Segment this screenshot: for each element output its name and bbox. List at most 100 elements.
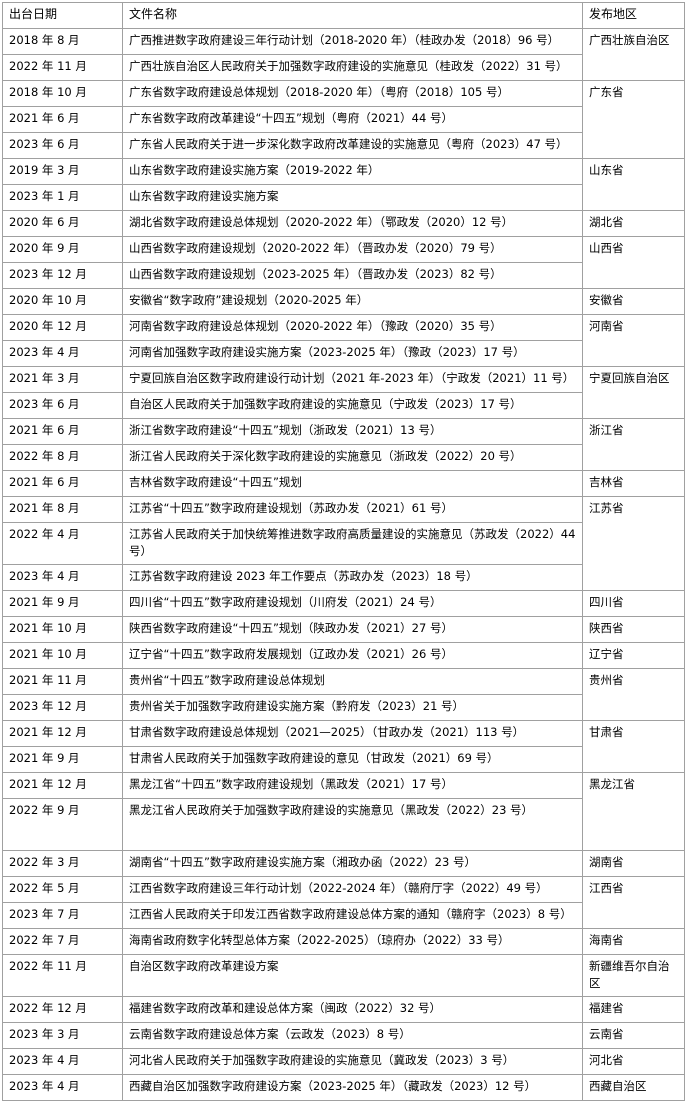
table-row: 2021 年 8 月江苏省“十四五”数字政府建设规划（苏政办发（2021）61 …	[2, 496, 685, 591]
date-cell: 2021 年 6 月	[2, 418, 123, 445]
title-cell: 甘肃省人民政府关于加强数字政府建设的意见（甘政发（2021）69 号）	[122, 746, 583, 773]
date-cell: 2022 年 7 月	[2, 928, 123, 955]
region-cell: 新疆维吾尔自治区	[582, 954, 685, 997]
table-row: 2021 年 3 月宁夏回族自治区数字政府建设行动计划（2021 年-2023 …	[2, 366, 685, 419]
date-cell: 2023 年 4 月	[2, 564, 123, 591]
date-cell: 2022 年 4 月	[2, 522, 123, 565]
table-row: 2022 年 9 月黑龙江省人民政府关于加强数字政府建设的实施意见（黑政发（20…	[2, 798, 685, 851]
title-cell: 辽宁省“十四五”数字政府发展规划（辽政办发（2021）26 号）	[122, 642, 583, 669]
title-cell: 黑龙江省人民政府关于加强数字政府建设的实施意见（黑政发（2022）23 号）	[122, 798, 583, 851]
date-cell: 2021 年 12 月	[2, 720, 123, 747]
table-row: 2021 年 9 月甘肃省人民政府关于加强数字政府建设的意见（甘政发（2021）…	[2, 746, 685, 773]
date-cell: 2018 年 8 月	[2, 28, 123, 55]
date-cell: 2021 年 6 月	[2, 470, 123, 497]
region-cell: 西藏自治区	[582, 1074, 685, 1101]
region-cell: 吉林省	[582, 470, 685, 497]
date-cell: 2020 年 10 月	[2, 288, 123, 315]
region-cell: 河北省	[582, 1048, 685, 1075]
title-cell: 黑龙江省“十四五”数字政府建设规划（黑政发（2021）17 号）	[122, 772, 583, 799]
table-row: 2021 年 10 月陕西省数字政府建设“十四五”规划（陕政办发（2021）27…	[2, 616, 685, 643]
table-row: 2021 年 6 月吉林省数字政府建设“十四五”规划 吉林省	[2, 470, 685, 497]
region-cell: 云南省	[582, 1022, 685, 1049]
title-cell: 广西推进数字政府建设三年行动计划（2018-2020 年）（桂政办发（2018）…	[122, 28, 583, 55]
table-row: 2023 年 4 月河北省人民政府关于加强数字政府建设的实施意见（冀政发（202…	[2, 1048, 685, 1075]
table-row: 2023 年 1 月山东省数字政府建设实施方案	[2, 184, 685, 211]
region-cell: 海南省	[582, 928, 685, 955]
table-row: 2021 年 12 月黑龙江省“十四五”数字政府建设规划（黑政发（2021）17…	[2, 772, 685, 851]
date-cell: 2021 年 11 月	[2, 668, 123, 695]
table-row: 2023 年 4 月江苏省数字政府建设 2023 年工作要点（苏政办发（2023…	[2, 564, 685, 591]
date-cell: 2021 年 10 月	[2, 642, 123, 669]
date-cell: 2022 年 5 月	[2, 876, 123, 903]
date-cell: 2023 年 4 月	[2, 1048, 123, 1075]
date-cell: 2019 年 3 月	[2, 158, 123, 185]
table-row: 2021 年 6 月广东省数字政府改革建设“十四五”规划（粤府（2021）44 …	[2, 106, 685, 133]
date-cell: 2023 年 4 月	[2, 1074, 123, 1101]
region-cell: 宁夏回族自治区	[582, 366, 685, 419]
title-cell: 安徽省“数字政府”建设规划（2020-2025 年）	[122, 288, 583, 315]
title-cell: 山东省数字政府建设实施方案（2019-2022 年）	[122, 158, 583, 185]
table-row: 2021 年 11 月贵州省“十四五”数字政府建设总体规划 贵州省	[2, 668, 685, 721]
title-cell: 江苏省人民政府关于加快统筹推进数字政府高质量建设的实施意见（苏政发（2022）4…	[122, 522, 583, 565]
title-cell: 湖北省数字政府建设总体规划（2020-2022 年）（鄂政发（2020）12 号…	[122, 210, 583, 237]
title-cell: 四川省“十四五”数字政府建设规划（川府发（2021）24 号）	[122, 590, 583, 617]
date-cell: 2022 年 11 月	[2, 954, 123, 997]
table-row: 2023 年 4 月河南省加强数字政府建设实施方案（2023-2025 年）（豫…	[2, 340, 685, 367]
table-row: 2019 年 3 月山东省数字政府建设实施方案（2019-2022 年） 山东省	[2, 158, 685, 211]
table-row: 2021 年 10 月辽宁省“十四五”数字政府发展规划（辽政办发（2021）26…	[2, 642, 685, 669]
table-row: 2022 年 3 月湖南省“十四五”数字政府建设实施方案（湘政办函（2022）2…	[2, 850, 685, 877]
table-row: 2022 年 11 月自治区数字政府改革建设方案 新疆维吾尔自治区	[2, 954, 685, 997]
title-cell: 贵州省“十四五”数字政府建设总体规划	[122, 668, 583, 695]
table-row: 2020 年 12 月河南省数字政府建设总体规划（2020-2022 年）（豫政…	[2, 314, 685, 367]
date-cell: 2023 年 6 月	[2, 132, 123, 159]
region-cell: 安徽省	[582, 288, 685, 315]
date-cell: 2023 年 12 月	[2, 694, 123, 721]
title-cell: 河南省加强数字政府建设实施方案（2023-2025 年）（豫政（2023）17 …	[122, 340, 583, 367]
table-row: 2021 年 6 月浙江省数字政府建设“十四五”规划（浙政发（2021）13 号…	[2, 418, 685, 471]
date-cell: 2018 年 10 月	[2, 80, 123, 107]
region-cell: 江西省	[582, 876, 685, 929]
region-cell: 河南省	[582, 314, 685, 367]
table-row: 2022 年 8 月浙江省人民政府关于深化数字政府建设的实施意见（浙政发（202…	[2, 444, 685, 471]
title-cell: 湖南省“十四五”数字政府建设实施方案（湘政办函（2022）23 号）	[122, 850, 583, 877]
title-cell: 西藏自治区加强数字政府建设方案（2023-2025 年）（藏政发（2023）12…	[122, 1074, 583, 1101]
table-row: 2023 年 12 月贵州省关于加强数字政府建设实施方案（黔府发（2023）21…	[2, 694, 685, 721]
date-cell: 2021 年 10 月	[2, 616, 123, 643]
table-row: 2018 年 8 月广西推进数字政府建设三年行动计划（2018-2020 年）（…	[2, 28, 685, 81]
title-cell: 自治区人民政府关于加强数字政府建设的实施意见（宁政发（2023）17 号）	[122, 392, 583, 419]
header-cell: 文件名称	[122, 2, 583, 29]
title-cell: 海南省政府数字化转型总体方案（2022-2025）（琼府办（2022）33 号）	[122, 928, 583, 955]
region-cell: 山西省	[582, 236, 685, 289]
date-cell: 2021 年 6 月	[2, 106, 123, 133]
table-row: 2022 年 11 月广西壮族自治区人民政府关于加强数字政府建设的实施意见（桂政…	[2, 54, 685, 81]
title-cell: 宁夏回族自治区数字政府建设行动计划（2021 年-2023 年）（宁政发（202…	[122, 366, 583, 393]
region-cell: 江苏省	[582, 496, 685, 591]
title-cell: 江苏省数字政府建设 2023 年工作要点（苏政办发（2023）18 号）	[122, 564, 583, 591]
title-cell: 广东省数字政府建设总体规划（2018-2020 年）（粤府（2018）105 号…	[122, 80, 583, 107]
table-row: 2020 年 10 月安徽省“数字政府”建设规划（2020-2025 年） 安徽省	[2, 288, 685, 315]
region-cell: 浙江省	[582, 418, 685, 471]
table-row: 2023 年 6 月自治区人民政府关于加强数字政府建设的实施意见（宁政发（202…	[2, 392, 685, 419]
title-cell: 山西省数字政府建设规划（2023-2025 年）（晋政办发（2023）82 号）	[122, 262, 583, 289]
date-cell: 2020 年 12 月	[2, 314, 123, 341]
date-cell: 2023 年 6 月	[2, 392, 123, 419]
title-cell: 山西省数字政府建设规划（2020-2022 年）（晋政办发（2020）79 号）	[122, 236, 583, 263]
title-cell: 吉林省数字政府建设“十四五”规划	[122, 470, 583, 497]
title-cell: 河北省人民政府关于加强数字政府建设的实施意见（冀政发（2023）3 号）	[122, 1048, 583, 1075]
region-cell: 陕西省	[582, 616, 685, 643]
region-cell: 四川省	[582, 590, 685, 617]
region-cell: 黑龙江省	[582, 772, 685, 851]
title-cell: 江西省数字政府建设三年行动计划（2022-2024 年）（赣府厅字（2022）4…	[122, 876, 583, 903]
title-cell: 甘肃省数字政府建设总体规划（2021—2025）（甘政办发（2021）113 号…	[122, 720, 583, 747]
title-cell: 山东省数字政府建设实施方案	[122, 184, 583, 211]
date-cell: 2020 年 9 月	[2, 236, 123, 263]
date-cell: 2021 年 3 月	[2, 366, 123, 393]
title-cell: 贵州省关于加强数字政府建设实施方案（黔府发（2023）21 号）	[122, 694, 583, 721]
date-cell: 2022 年 9 月	[2, 798, 123, 851]
title-cell: 河南省数字政府建设总体规划（2020-2022 年）（豫政（2020）35 号）	[122, 314, 583, 341]
title-cell: 江苏省“十四五”数字政府建设规划（苏政办发（2021）61 号）	[122, 496, 583, 523]
table-row: 2022 年 5 月江西省数字政府建设三年行动计划（2022-2024 年）（赣…	[2, 876, 685, 929]
region-cell: 福建省	[582, 996, 685, 1023]
